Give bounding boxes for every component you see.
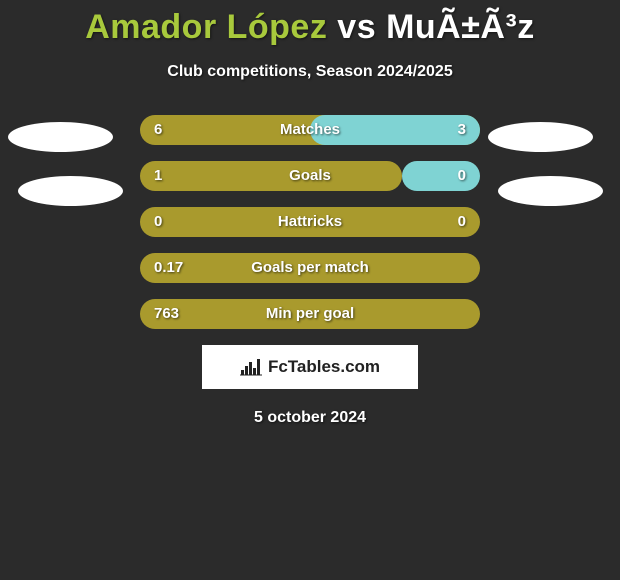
left-bar	[140, 207, 480, 237]
date-text: 5 october 2024	[0, 409, 620, 427]
left-value: 0	[154, 207, 162, 237]
left-value: 763	[154, 299, 179, 329]
left-bar	[140, 161, 402, 191]
stats-rows: 63Matches10Goals00Hattricks0.17Goals per…	[0, 115, 620, 329]
right-bar	[402, 161, 480, 191]
bar-chart-icon	[240, 358, 262, 376]
subtitle: Club competitions, Season 2024/2025	[0, 63, 620, 81]
stat-row: 00Hattricks	[0, 207, 620, 237]
right-value: 0	[458, 161, 466, 191]
right-bar	[310, 115, 480, 145]
left-value: 0.17	[154, 253, 183, 283]
left-value: 6	[154, 115, 162, 145]
stat-row: 0.17Goals per match	[0, 253, 620, 283]
bar-area: 63Matches	[140, 115, 480, 145]
left-bar	[140, 253, 480, 283]
left-value: 1	[154, 161, 162, 191]
stat-row: 763Min per goal	[0, 299, 620, 329]
bar-area: 10Goals	[140, 161, 480, 191]
brand-box: FcTables.com	[202, 345, 418, 389]
player2-name: MuÃ±Ã³z	[386, 8, 535, 46]
player1-name: Amador López	[85, 8, 327, 46]
bar-area: 0.17Goals per match	[140, 253, 480, 283]
right-value: 0	[458, 207, 466, 237]
bar-area: 00Hattricks	[140, 207, 480, 237]
left-bar	[140, 299, 480, 329]
stat-row: 63Matches	[0, 115, 620, 145]
brand-text: FcTables.com	[268, 357, 380, 377]
stat-row: 10Goals	[0, 161, 620, 191]
bar-area: 763Min per goal	[140, 299, 480, 329]
vs-text: vs	[337, 8, 376, 46]
comparison-title: Amador López vs MuÃ±Ã³z	[0, 0, 620, 47]
right-value: 3	[458, 115, 466, 145]
